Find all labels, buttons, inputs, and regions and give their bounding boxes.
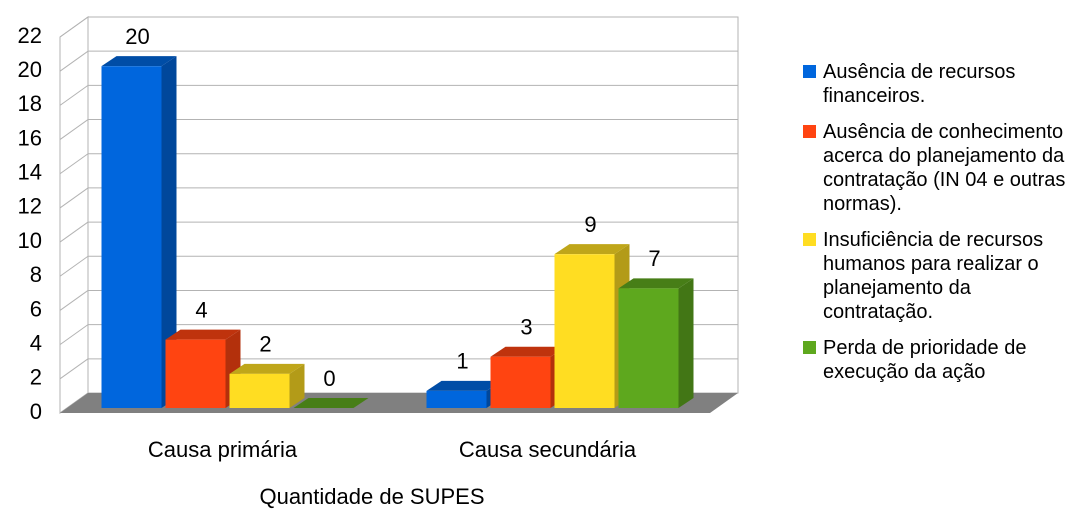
- legend-label: Ausência de conhecimento acerca do plane…: [823, 121, 1066, 215]
- data-label: 2: [259, 332, 271, 357]
- legend-label: Ausência de recursos financeiros.: [823, 61, 1016, 107]
- bar-top: [426, 380, 502, 391]
- bar-top: [293, 398, 369, 408]
- legend-item: Insuficiência de recursos humanos para r…: [800, 228, 1085, 324]
- data-label: 4: [195, 297, 207, 322]
- legend-swatch: [803, 233, 816, 246]
- grid-line: [59, 290, 89, 311]
- legend-label: Insuficiência de recursos humanos para r…: [823, 229, 1044, 323]
- y-tick-label: 8: [30, 262, 42, 287]
- bar-side: [289, 363, 305, 408]
- legend-item: Ausência de recursos financeiros.: [800, 60, 1085, 108]
- legend-swatch: [803, 341, 816, 354]
- y-tick-label: 10: [18, 228, 42, 253]
- y-tick-label: 16: [18, 125, 42, 150]
- data-label: 1: [456, 349, 468, 374]
- y-tick-label: 12: [18, 194, 42, 219]
- grid-line: [59, 358, 89, 380]
- y-tick-label: 6: [30, 296, 42, 321]
- chart: Quantidade de SUPES 0246810121416182022C…: [18, 16, 739, 509]
- y-tick-label: 0: [30, 399, 42, 424]
- legend-swatch: [803, 125, 816, 138]
- grid-line: [59, 324, 89, 346]
- grid-line: [59, 16, 89, 38]
- grid-line: [59, 221, 89, 243]
- legend-item: Perda de prioridade de execução da ação: [800, 336, 1085, 384]
- bar: [490, 356, 551, 408]
- x-axis-label: Quantidade de SUPES: [259, 484, 484, 509]
- bar: [229, 373, 290, 408]
- legend-swatch: [803, 65, 816, 78]
- y-tick-label: 22: [18, 23, 42, 48]
- bar: [101, 66, 162, 408]
- grid-line: [59, 84, 89, 106]
- data-label: 7: [648, 246, 660, 271]
- bar: [426, 390, 487, 408]
- bar-side: [678, 278, 694, 408]
- legend-item: Ausência de conhecimento acerca do plane…: [800, 120, 1085, 216]
- bar-top: [165, 329, 241, 340]
- y-tick-label: 14: [18, 160, 42, 185]
- x-tick-label: Causa primária: [148, 437, 298, 462]
- legend: Ausência de recursos financeiros. Ausênci…: [800, 60, 1085, 396]
- grid-line: [59, 153, 89, 175]
- x-tick-label: Causa secundária: [459, 437, 637, 462]
- data-label: 0: [323, 366, 335, 391]
- data-label: 3: [520, 315, 532, 340]
- bar: [618, 288, 679, 408]
- grid-line: [59, 50, 89, 72]
- bar: [554, 254, 615, 408]
- grid-line: [59, 187, 89, 209]
- bar: [165, 339, 226, 408]
- legend-label: Perda de prioridade de execução da ação: [823, 337, 1027, 383]
- data-label: 20: [125, 24, 149, 49]
- y-tick-label: 2: [30, 365, 42, 390]
- data-label: 9: [584, 212, 596, 237]
- bar-top: [554, 244, 630, 255]
- bar-top: [229, 363, 305, 374]
- y-tick-label: 4: [30, 330, 42, 355]
- bar-top: [101, 56, 177, 67]
- side-wall: [59, 16, 89, 414]
- y-tick-label: 20: [18, 57, 42, 82]
- bar-top: [618, 278, 694, 289]
- grid-line: [59, 119, 89, 140]
- bar-top: [490, 346, 566, 357]
- y-tick-label: 18: [18, 91, 42, 116]
- bar-side: [161, 56, 177, 408]
- grid-line: [59, 255, 89, 277]
